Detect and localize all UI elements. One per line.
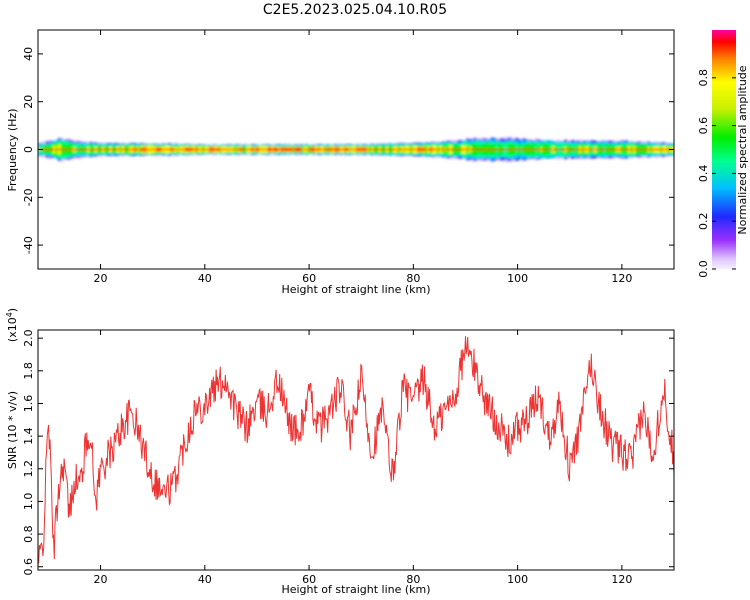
colorbar-tick-label: 0.0 bbox=[697, 260, 710, 278]
x-tick-label: 60 bbox=[302, 573, 316, 586]
y-tick-label: 1.2 bbox=[22, 460, 35, 478]
colorbar-tick-label: 0.2 bbox=[697, 212, 710, 230]
y-tick-label: 2.0 bbox=[22, 329, 35, 347]
spectrogram-x-label: Height of straight line (km) bbox=[281, 283, 430, 296]
y-tick-label: -40 bbox=[22, 236, 35, 254]
x-tick-label: 20 bbox=[94, 272, 108, 285]
y-tick-label: 1.6 bbox=[22, 395, 35, 413]
x-tick-label: 80 bbox=[406, 573, 420, 586]
snr-y-label: SNR (10 * v/v) bbox=[6, 391, 19, 469]
x-tick-label: 40 bbox=[198, 272, 212, 285]
snr-line bbox=[38, 336, 674, 565]
y-tick-label: 40 bbox=[22, 47, 35, 61]
y-tick-label: 20 bbox=[22, 95, 35, 109]
y-tick-label: -20 bbox=[22, 188, 35, 206]
y-tick-label: 1.4 bbox=[22, 427, 35, 445]
y-tick-label: 0.6 bbox=[22, 558, 35, 576]
spectrogram-ticks: 20 40 60 80 100 120 -40 -20 0 20 40 bbox=[22, 30, 674, 285]
x-tick-label: 60 bbox=[302, 272, 316, 285]
snr-series bbox=[38, 336, 674, 565]
y-tick-label: 0 bbox=[22, 146, 35, 153]
colorbar-label: Normalized spectral amplitude bbox=[736, 65, 749, 234]
snr-multiplier: (x104) bbox=[5, 308, 19, 342]
colorbar-tick-label: 0.8 bbox=[697, 69, 710, 87]
x-tick-label: 120 bbox=[611, 573, 632, 586]
snr-x-label: Height of straight line (km) bbox=[281, 583, 430, 596]
colorbar-gradient bbox=[712, 30, 736, 269]
spectral-band bbox=[38, 136, 674, 163]
colorbar-tick-label: 0.6 bbox=[697, 117, 710, 135]
x-tick-label: 100 bbox=[507, 573, 528, 586]
x-tick-label: 40 bbox=[198, 573, 212, 586]
spectrogram-panel: 20 40 60 80 100 120 -40 -20 0 20 40 Height of stra… bbox=[6, 29, 675, 296]
colorbar-tick-label: 0.4 bbox=[697, 165, 710, 183]
y-tick-label: 1.0 bbox=[22, 493, 35, 511]
colorbar: 0.0 0.2 0.4 0.6 0.8 Normalized spectral ampl… bbox=[697, 30, 749, 278]
snr-frame bbox=[37, 329, 675, 571]
x-tick-label: 80 bbox=[406, 272, 420, 285]
figure-title: C2E5.2023.025.04.10.R05 bbox=[263, 2, 447, 18]
y-tick-label: 1.8 bbox=[22, 362, 35, 380]
x-tick-label: 100 bbox=[507, 272, 528, 285]
snr-panel: 20 40 60 80 100 120 0.6 0.8 1.0 1.2 1.4 1.6 1.8 2.0 H… bbox=[5, 308, 675, 596]
spectrogram-y-label: Frequency (Hz) bbox=[6, 109, 19, 192]
snr-plot-area bbox=[38, 330, 674, 570]
x-tick-label: 120 bbox=[611, 272, 632, 285]
colorbar-ticks: 0.0 0.2 0.4 0.6 0.8 bbox=[697, 69, 736, 278]
snr-ticks: 20 40 60 80 100 120 0.6 0.8 1.0 1.2 1.4 1.6 1.8 2.0 bbox=[22, 329, 674, 586]
y-tick-label: 0.8 bbox=[22, 525, 35, 543]
x-tick-label: 20 bbox=[94, 573, 108, 586]
